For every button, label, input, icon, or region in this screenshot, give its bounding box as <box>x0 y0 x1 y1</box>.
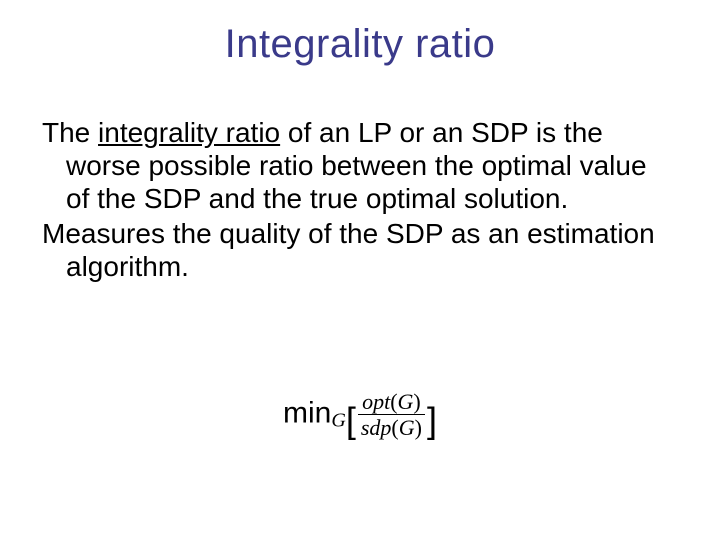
paren-open-icon: ( <box>391 415 398 440</box>
denominator-fn: sdp <box>361 415 392 440</box>
paren-open-icon: ( <box>390 389 397 414</box>
denominator-arg: G <box>399 415 415 440</box>
numerator-arg: G <box>398 389 414 414</box>
term-integrality-ratio: integrality ratio <box>98 117 280 148</box>
close-bracket-icon: ] <box>427 400 437 441</box>
paren-close-icon: ) <box>415 415 422 440</box>
formula: minG[opt(G)sdp(G)] <box>0 390 720 442</box>
body-text: The integrality ratio of an LP or an SDP… <box>42 116 662 285</box>
open-bracket-icon: [ <box>346 400 356 441</box>
slide: Integrality ratio The integrality ratio … <box>0 0 720 540</box>
formula-subscript: G <box>331 410 345 432</box>
numerator-fn: opt <box>362 389 390 414</box>
formula-denominator: sdp(G) <box>358 415 425 439</box>
paragraph-2: Measures the quality of the SDP as an es… <box>42 217 662 283</box>
paragraph-1: The integrality ratio of an LP or an SDP… <box>42 116 662 215</box>
slide-title: Integrality ratio <box>0 22 720 67</box>
formula-min: min <box>283 397 331 430</box>
paren-close-icon: ) <box>413 389 420 414</box>
formula-numerator: opt(G) <box>358 390 425 415</box>
formula-fraction: opt(G)sdp(G) <box>358 390 425 439</box>
para1-prefix: The <box>42 117 98 148</box>
